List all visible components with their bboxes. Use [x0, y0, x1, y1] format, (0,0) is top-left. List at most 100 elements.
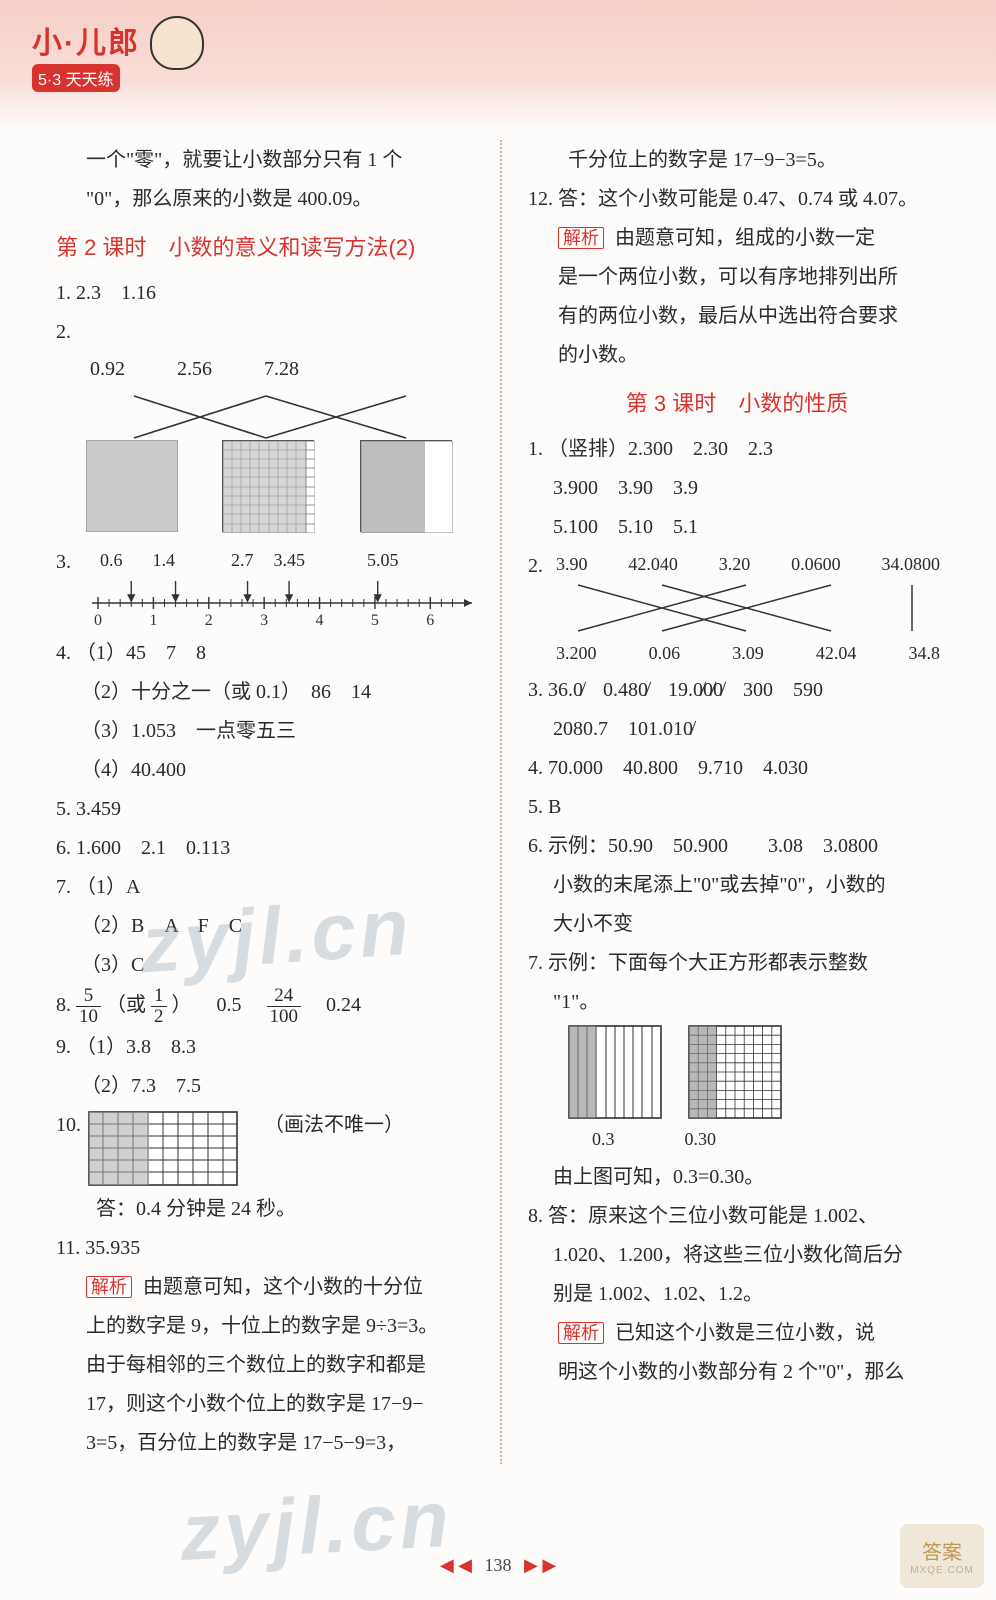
- answer-row: 4. 70.000 40.800 9.710 4.030: [528, 750, 946, 787]
- corner-main: 答案: [922, 1536, 962, 1565]
- explain-text: 已知这个小数是三位小数，说: [615, 1322, 875, 1344]
- r2-row: 2. 3.90 42.040 3.20 0.0600 34.0800: [528, 548, 946, 671]
- q8-mid: 0.5: [197, 994, 262, 1016]
- jiexi-badge: 解析: [86, 1276, 132, 1298]
- answer-row: （2）7.3 7.5: [56, 1068, 476, 1105]
- answer-row: 2080.7 101.010̸: [528, 711, 946, 748]
- svg-text:2: 2: [205, 612, 213, 629]
- q10-row: 10. （画法不唯一）: [56, 1107, 476, 1189]
- grid-square-icon: [688, 1025, 782, 1119]
- explain-row: 17，则这个小数个位上的数字是 17−9−: [56, 1386, 476, 1423]
- answer-row: 4. （1）45 7 8: [56, 635, 476, 672]
- nl-val: 2.7: [231, 544, 254, 577]
- corner-badge: 答案 MXQE.COM: [900, 1524, 984, 1588]
- explain-row: 解析 已知这个小数是三位小数，说: [528, 1315, 946, 1352]
- answer-row: 由上图可知，0.3=0.30。: [528, 1159, 946, 1196]
- logo-sub: 5·3 天天练: [32, 64, 120, 92]
- answer-row-q8: 8. 510 （或 12 ） 0.5 24100 0.24: [56, 986, 476, 1027]
- nl-val: 3.45: [274, 544, 306, 577]
- explain-row: 是一个两位小数，可以有序地排列出所: [528, 259, 946, 296]
- right-column: 千分位上的数字是 17−9−3=5。 12. 答：这个小数可能是 0.47、0.…: [506, 140, 946, 1464]
- q8-post: 0.24: [306, 994, 361, 1016]
- text: （或: [106, 994, 146, 1016]
- grid-square-icon: [86, 440, 178, 532]
- q8-pre: 8.: [56, 994, 76, 1016]
- text: ）: [172, 994, 192, 1016]
- q2-val: 7.28: [264, 351, 299, 388]
- explain-row: 有的两位小数，最后从中选出符合要求: [528, 298, 946, 335]
- explain-text: 由题意可知，组成的小数一定: [615, 227, 875, 249]
- section-title: 第 2 课时 小数的意义和读写方法(2): [56, 228, 476, 269]
- header-band: 小·儿郎 5·3 天天练: [0, 0, 996, 130]
- svg-text:5: 5: [371, 612, 379, 629]
- intro-line: 一个"零"，就要让小数部分只有 1 个: [56, 142, 476, 179]
- answer-row: 答：0.4 分钟是 24 秒。: [56, 1191, 476, 1228]
- explain-row: 上的数字是 9，十位上的数字是 9÷3=3。: [56, 1308, 476, 1345]
- cont-row: 千分位上的数字是 17−9−3=5。: [528, 142, 946, 179]
- answer-row: 1. 2.3 1.16: [56, 275, 476, 312]
- fraction: 24100: [267, 986, 302, 1027]
- q2-val: 2.56: [177, 351, 212, 388]
- r7-val: 0.3: [592, 1123, 615, 1156]
- svg-text:0: 0: [94, 612, 102, 629]
- section-title: 第 3 课时 小数的性质: [528, 384, 946, 425]
- answer-row: 1.020、1.200，将这些三位小数化简后分: [528, 1237, 946, 1274]
- r2-bot: 34.8: [909, 637, 941, 670]
- r2-top: 3.20: [719, 548, 751, 581]
- answer-row: 3.900 3.90 3.9: [528, 470, 946, 507]
- r7-val: 0.30: [685, 1123, 717, 1156]
- r2-bot: 42.04: [816, 637, 857, 670]
- explain-text: 由题意可知，这个小数的十分位: [143, 1276, 423, 1298]
- answer-row: 5. B: [528, 789, 946, 826]
- content-columns: 一个"零"，就要让小数部分只有 1 个 "0"，那么原来的小数是 400.09。…: [0, 130, 996, 1464]
- numberline-svg: 0123456: [84, 577, 484, 633]
- answer-row: 7. 示例：下面每个大正方形都表示整数: [528, 945, 946, 982]
- answer-row: （2）B A F C: [56, 908, 476, 945]
- answer-row: （2）十分之一（或 0.1） 86 14: [56, 674, 476, 711]
- grid-square-icon: [360, 440, 452, 532]
- q-label: 2.: [56, 314, 84, 351]
- explain-row: 解析 由题意可知，组成的小数一定: [528, 220, 946, 257]
- answer-row: （4）40.400: [56, 752, 476, 789]
- jiexi-badge: 解析: [558, 1322, 604, 1344]
- grid-square-icon: [568, 1025, 662, 1119]
- explain-row: 解析 由题意可知，这个小数的十分位: [56, 1269, 476, 1306]
- fraction: 12: [151, 986, 167, 1027]
- q2-diagram: [76, 392, 476, 542]
- q2-val: 0.92: [90, 351, 125, 388]
- q3-row: 3. 0.6 1.4 2.7 3.45 5.05 0123456: [56, 544, 476, 633]
- answer-row: 小数的末尾添上"0"或去掉"0"，小数的: [528, 867, 946, 904]
- q10-grid-icon: [88, 1111, 238, 1189]
- nl-val: 0.6: [100, 544, 123, 577]
- corner-sub: MXQE.COM: [910, 1565, 974, 1576]
- svg-text:1: 1: [149, 612, 157, 629]
- svg-text:6: 6: [426, 612, 434, 629]
- answer-row: 6. 1.600 2.1 0.113: [56, 830, 476, 867]
- answer-row: 11. 35.935: [56, 1230, 476, 1267]
- explain-row: 明这个小数的小数部分有 2 个"0"，那么: [528, 1354, 946, 1391]
- left-column: 一个"零"，就要让小数部分只有 1 个 "0"，那么原来的小数是 400.09。…: [56, 140, 496, 1464]
- answer-row: 12. 答：这个小数可能是 0.47、0.74 或 4.07。: [528, 181, 946, 218]
- triangle-icon: ▶ ▶: [524, 1555, 556, 1575]
- r2-top: 0.0600: [791, 548, 841, 581]
- explain-row: 的小数。: [528, 337, 946, 374]
- r2-cross-svg: [556, 581, 946, 637]
- explain-row: 由于每相邻的三个数位上的数字和都是: [56, 1347, 476, 1384]
- r7-labels: 0.3 0.30: [528, 1123, 946, 1156]
- r2-top: 42.040: [628, 548, 678, 581]
- r7-squares: [528, 1025, 946, 1119]
- answer-row: 6. 示例：50.90 50.900 3.08 3.0800: [528, 828, 946, 865]
- answer-row: 7. （1）A: [56, 869, 476, 906]
- answer-row: "1"。: [528, 984, 946, 1021]
- svg-text:3: 3: [260, 612, 268, 629]
- cartoon-icon: [150, 16, 204, 70]
- q-label: 3.: [56, 544, 84, 633]
- r2-bot: 3.200: [556, 637, 597, 670]
- r2-bot: 0.06: [649, 637, 681, 670]
- nl-val: 5.05: [367, 544, 399, 577]
- answer-row: （3）C: [56, 947, 476, 984]
- answer-row: 大小不变: [528, 906, 946, 943]
- answer-row: 别是 1.002、1.02、1.2。: [528, 1276, 946, 1313]
- r2-bot: 3.09: [732, 637, 764, 670]
- explain-row: 3=5，百分位上的数字是 17−5−9=3，: [56, 1425, 476, 1462]
